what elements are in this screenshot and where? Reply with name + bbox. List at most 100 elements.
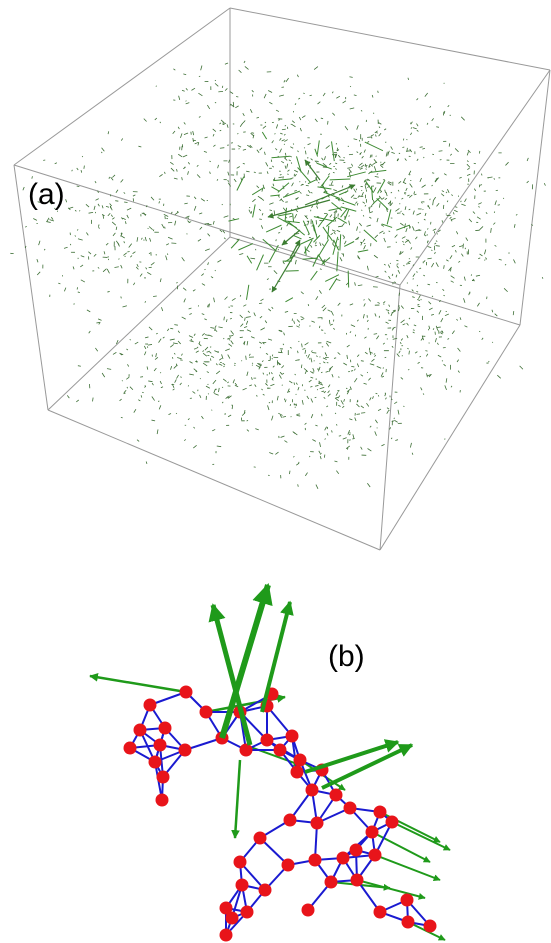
vector (443, 295, 444, 296)
vector (332, 141, 335, 161)
vector (516, 214, 517, 215)
vector (168, 237, 172, 239)
vector (134, 409, 136, 412)
vector (374, 255, 378, 258)
vector (160, 278, 161, 282)
vector (182, 90, 185, 91)
vector (438, 355, 441, 357)
vector (385, 198, 387, 200)
vector (180, 383, 182, 385)
vector (320, 176, 329, 187)
vector (394, 402, 397, 404)
vector (204, 319, 206, 320)
vector (363, 215, 364, 216)
vector (379, 127, 380, 128)
vector (89, 331, 91, 333)
vector (451, 194, 452, 195)
vector (203, 350, 204, 352)
vector (337, 251, 338, 271)
vector (138, 400, 140, 401)
vector (296, 414, 300, 415)
vector (375, 134, 376, 136)
vector (228, 344, 231, 347)
vector (349, 434, 350, 435)
vector (456, 231, 457, 234)
vector (121, 179, 124, 182)
vector (298, 341, 299, 342)
vector (234, 179, 236, 182)
vector (320, 269, 322, 270)
vector (409, 171, 411, 175)
vector (247, 430, 249, 432)
vector (339, 436, 341, 437)
vector (321, 391, 324, 392)
vector (37, 259, 38, 262)
vector (366, 403, 368, 406)
vector (211, 356, 214, 357)
vector (164, 214, 168, 216)
vector (351, 325, 355, 327)
node (369, 849, 382, 862)
vector (378, 409, 381, 411)
vector (396, 275, 397, 278)
vector (544, 183, 545, 185)
vector (358, 167, 360, 169)
vector (422, 148, 425, 149)
vector (184, 133, 188, 135)
vector (495, 200, 496, 205)
vector (342, 253, 343, 254)
vector (152, 396, 155, 400)
vector (130, 255, 132, 257)
vector (98, 224, 99, 226)
vector (189, 314, 191, 315)
node (180, 686, 193, 699)
vector (494, 178, 495, 179)
vector (386, 310, 389, 311)
vector (242, 413, 245, 416)
vector (23, 187, 24, 190)
vector (380, 165, 383, 168)
vector (183, 74, 186, 75)
vector (151, 262, 154, 265)
vector (347, 167, 351, 168)
vector (421, 387, 422, 390)
vector (366, 189, 367, 191)
vector (527, 158, 528, 161)
vector (95, 348, 97, 351)
vector (196, 347, 198, 348)
vector (309, 456, 310, 457)
vector (159, 174, 162, 176)
vector (123, 218, 126, 220)
vector (321, 372, 322, 373)
vector (311, 350, 312, 351)
vector (415, 237, 417, 239)
vector (316, 161, 318, 162)
vector (467, 161, 468, 162)
vector (278, 233, 280, 234)
vector (375, 431, 377, 435)
vector (271, 156, 289, 157)
vector (231, 331, 234, 335)
vector (115, 201, 118, 202)
vector (112, 222, 116, 225)
vector (308, 170, 309, 174)
vector (412, 297, 414, 298)
vector (246, 321, 247, 325)
vector (414, 191, 415, 194)
vector (104, 251, 105, 254)
vector (425, 213, 426, 216)
node (284, 814, 297, 827)
vector (243, 113, 245, 116)
vector (310, 95, 312, 96)
vector (328, 394, 331, 397)
vector (211, 277, 213, 278)
vector (367, 320, 368, 322)
vector (244, 61, 245, 63)
vector (376, 276, 379, 277)
vector (261, 225, 262, 228)
vector (221, 120, 224, 123)
vector (301, 317, 304, 318)
vector (495, 314, 498, 316)
vector (80, 265, 83, 267)
vector (383, 233, 385, 234)
